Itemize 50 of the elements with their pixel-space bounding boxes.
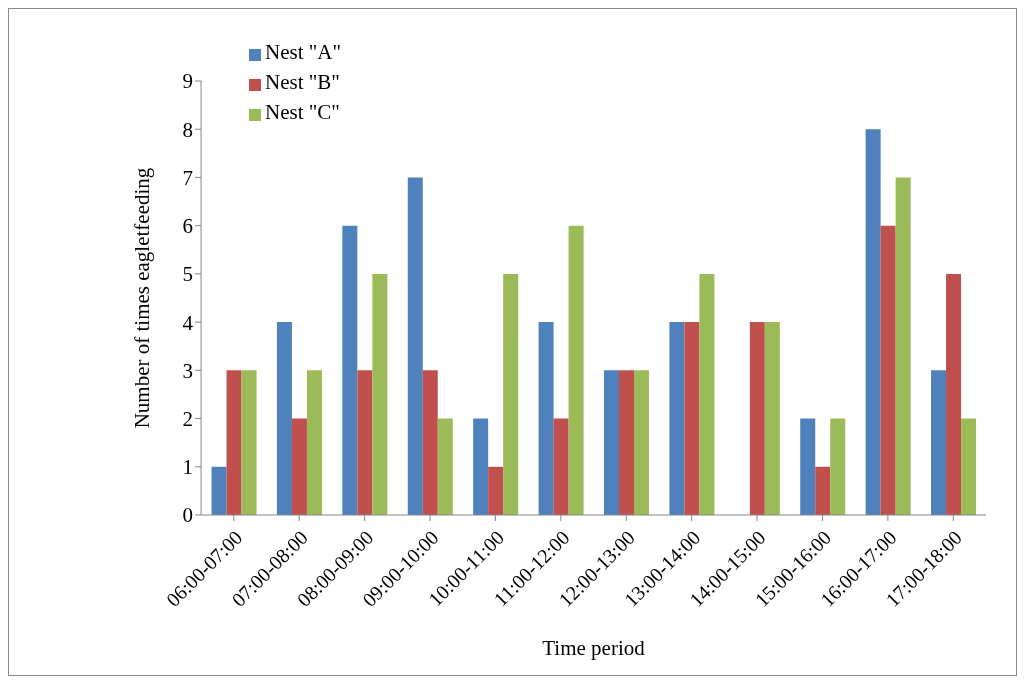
bar	[357, 370, 373, 515]
bar	[961, 418, 977, 515]
bar	[473, 418, 489, 515]
bar	[503, 273, 519, 515]
bar	[800, 418, 816, 515]
y-tick-label: 2	[182, 407, 194, 432]
bar	[749, 322, 765, 515]
x-axis-title: Time period	[542, 636, 646, 660]
bar	[407, 177, 423, 515]
legend-label: Nest "A"	[265, 40, 342, 64]
bar	[241, 370, 257, 515]
bar	[422, 370, 438, 515]
bar	[342, 225, 358, 515]
bar	[291, 418, 307, 515]
y-tick-label: 1	[182, 455, 194, 480]
bar	[895, 177, 911, 515]
bar	[211, 466, 227, 515]
bar	[931, 370, 947, 515]
bar	[488, 466, 504, 515]
bar	[684, 322, 700, 515]
bar	[568, 225, 584, 515]
bar	[946, 273, 962, 515]
bar	[764, 322, 780, 515]
bar	[372, 273, 388, 515]
y-tick-label: 6	[182, 214, 194, 239]
bar	[699, 273, 715, 515]
bar	[538, 322, 554, 515]
bar	[553, 418, 569, 515]
bar	[815, 466, 831, 515]
y-tick-label: 0	[182, 503, 194, 528]
bar	[619, 370, 634, 515]
bar	[226, 370, 242, 515]
y-axis-title: Number of times eagletfeeding	[129, 167, 154, 429]
bar	[437, 418, 453, 515]
bar	[669, 322, 685, 515]
y-tick-label: 7	[182, 165, 194, 190]
bar	[830, 418, 846, 515]
y-tick-label: 8	[182, 117, 194, 142]
y-tick-label: 9	[182, 69, 194, 94]
legend-label: Nest "B"	[265, 70, 340, 94]
bar	[880, 225, 896, 515]
bar	[865, 129, 881, 515]
bar	[276, 322, 292, 515]
y-tick-label: 3	[182, 358, 194, 383]
bar	[306, 370, 322, 515]
legend-label: Nest "C"	[265, 100, 340, 124]
y-tick-label: 4	[182, 310, 194, 335]
bar	[604, 370, 619, 515]
bar	[634, 370, 649, 515]
y-tick-label: 5	[182, 262, 194, 287]
